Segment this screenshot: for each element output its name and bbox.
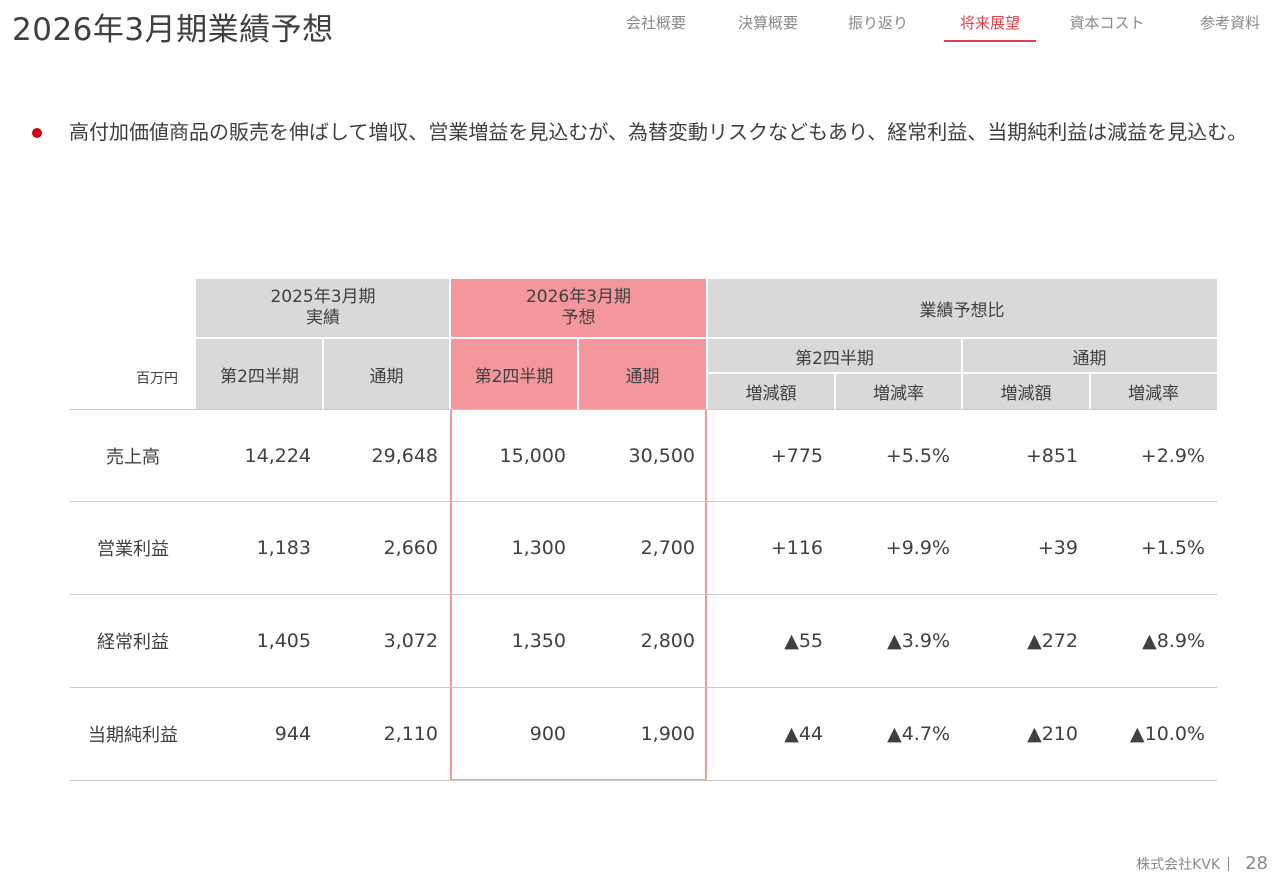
table-cell: 1,300 — [511, 537, 566, 559]
header-full-change-rate: 増減率 — [1090, 373, 1217, 409]
table-cell: 14,224 — [244, 444, 311, 467]
table-cell: 29,648 — [371, 444, 438, 467]
nav-item-financial-summary[interactable]: 決算概要 — [737, 14, 798, 32]
table-cell: +2.9% — [1140, 444, 1205, 467]
table-cell: 3,072 — [383, 630, 438, 652]
table-cell: 944 — [274, 723, 311, 745]
row-label-operating-profit: 営業利益 — [97, 539, 169, 560]
company-name: 株式会社KVK — [1136, 856, 1221, 873]
header-forecast-q2: 第2四半期 — [450, 339, 578, 409]
header-fy2025-actual: 2025年3月期 実績 — [196, 279, 450, 337]
header-compare-q2: 第2四半期 — [707, 339, 962, 373]
table-cell: 1,350 — [511, 630, 566, 652]
table-cell: ▲3.9% — [887, 630, 950, 652]
table-cell: +9.9% — [885, 537, 950, 559]
table-cell: +775 — [770, 444, 823, 467]
table-cell: ▲8.9% — [1142, 630, 1205, 652]
table-cell: +851 — [1025, 444, 1078, 467]
header-vs-forecast: 業績予想比 — [707, 279, 1217, 337]
header-full-change-amount: 増減額 — [962, 373, 1090, 409]
table-cell: ▲10.0% — [1130, 723, 1205, 745]
header-actual-q2: 第2四半期 — [196, 339, 323, 409]
table-cell: 1,900 — [640, 723, 695, 745]
table-cell: +5.5% — [885, 444, 950, 467]
table-cell: 2,660 — [383, 537, 438, 559]
nav-item-review[interactable]: 振り返り — [847, 14, 908, 32]
table-cell: ▲44 — [784, 723, 823, 745]
footer-divider — [1228, 856, 1230, 871]
header-actual-full: 通期 — [323, 339, 450, 409]
table-cell: ▲4.7% — [887, 723, 950, 745]
unit-label: 百万円 — [136, 371, 178, 387]
row-label-net-income: 当期純利益 — [88, 725, 178, 746]
table-cell: 1,405 — [256, 630, 311, 652]
table-cell: ▲55 — [784, 630, 823, 652]
page-title: 2026年3月期業績予想 — [12, 12, 334, 48]
header-fy2026-forecast: 2026年3月期 予想 — [450, 279, 707, 337]
row-label-ordinary-profit: 経常利益 — [97, 632, 169, 653]
table-cell: +116 — [770, 537, 823, 559]
header-q2-change-amount: 増減額 — [707, 373, 835, 409]
row-label-net-sales: 売上高 — [106, 446, 160, 468]
table-cell: +1.5% — [1140, 537, 1205, 559]
table-cell: 30,500 — [628, 444, 695, 467]
table-cell: 2,800 — [640, 630, 695, 652]
nav-item-reference[interactable]: 参考資料 — [1199, 14, 1260, 32]
table-cell: +39 — [1037, 537, 1078, 559]
table-cell: 900 — [529, 723, 566, 745]
table-cell: 2,110 — [383, 723, 438, 745]
nav-item-company-overview[interactable]: 会社概要 — [625, 14, 686, 32]
header-forecast-full: 通期 — [578, 339, 707, 409]
table-cell: ▲272 — [1027, 630, 1078, 652]
header-q2-change-rate: 増減率 — [835, 373, 962, 409]
footer: 株式会社KVK 28 — [1136, 853, 1268, 874]
nav-item-future-outlook[interactable]: 将来展望 — [944, 12, 1036, 42]
table-cell: ▲210 — [1027, 723, 1078, 745]
table-cell: 15,000 — [499, 444, 566, 467]
summary-text: 高付加価値商品の販売を伸ばして増収、営業増益を見込むが、為替変動リスクなどもあり… — [69, 120, 1248, 144]
page-number: 28 — [1245, 853, 1268, 874]
nav-item-cost-of-capital[interactable]: 資本コスト — [1069, 14, 1145, 32]
active-tab-underline — [944, 40, 1036, 42]
table-cell: 2,700 — [640, 537, 695, 559]
top-nav: 会社概要 決算概要 振り返り 将来展望 資本コスト 参考資料 — [600, 12, 1280, 44]
table-cell: 1,183 — [256, 537, 311, 559]
bullet-icon — [32, 128, 42, 138]
header-compare-full: 通期 — [962, 339, 1217, 373]
